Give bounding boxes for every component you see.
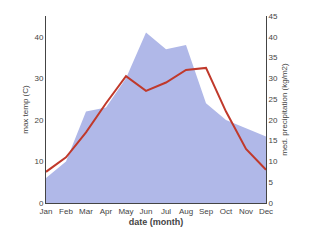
svg-text:Jul: Jul [161, 207, 171, 216]
svg-text:Nov: Nov [239, 207, 253, 216]
svg-text:0: 0 [39, 199, 44, 208]
svg-text:20: 20 [34, 116, 43, 125]
svg-text:10: 10 [34, 157, 43, 166]
svg-text:Oct: Oct [220, 207, 233, 216]
svg-text:Dec: Dec [259, 207, 273, 216]
svg-text:date (month): date (month) [129, 217, 184, 227]
svg-text:Jan: Jan [40, 207, 53, 216]
svg-text:5: 5 [269, 178, 274, 187]
svg-text:20: 20 [269, 116, 278, 125]
svg-text:Aug: Aug [179, 207, 193, 216]
svg-text:0: 0 [269, 199, 274, 208]
svg-text:Sep: Sep [199, 207, 214, 216]
svg-text:Feb: Feb [59, 207, 73, 216]
svg-text:40: 40 [34, 33, 43, 42]
svg-text:max temp (C): max temp (C) [21, 85, 30, 134]
svg-text:15: 15 [269, 136, 278, 145]
svg-text:45: 45 [269, 12, 278, 21]
svg-text:med. precipitation (kg/m2): med. precipitation (kg/m2) [280, 63, 289, 156]
svg-text:25: 25 [269, 95, 278, 104]
svg-text:May: May [118, 207, 133, 216]
svg-text:Mar: Mar [79, 207, 93, 216]
svg-text:40: 40 [269, 33, 278, 42]
svg-text:Jun: Jun [140, 207, 153, 216]
svg-text:30: 30 [34, 74, 43, 83]
svg-text:10: 10 [269, 157, 278, 166]
svg-text:30: 30 [269, 74, 278, 83]
svg-text:35: 35 [269, 53, 278, 62]
svg-text:Apr: Apr [100, 207, 113, 216]
